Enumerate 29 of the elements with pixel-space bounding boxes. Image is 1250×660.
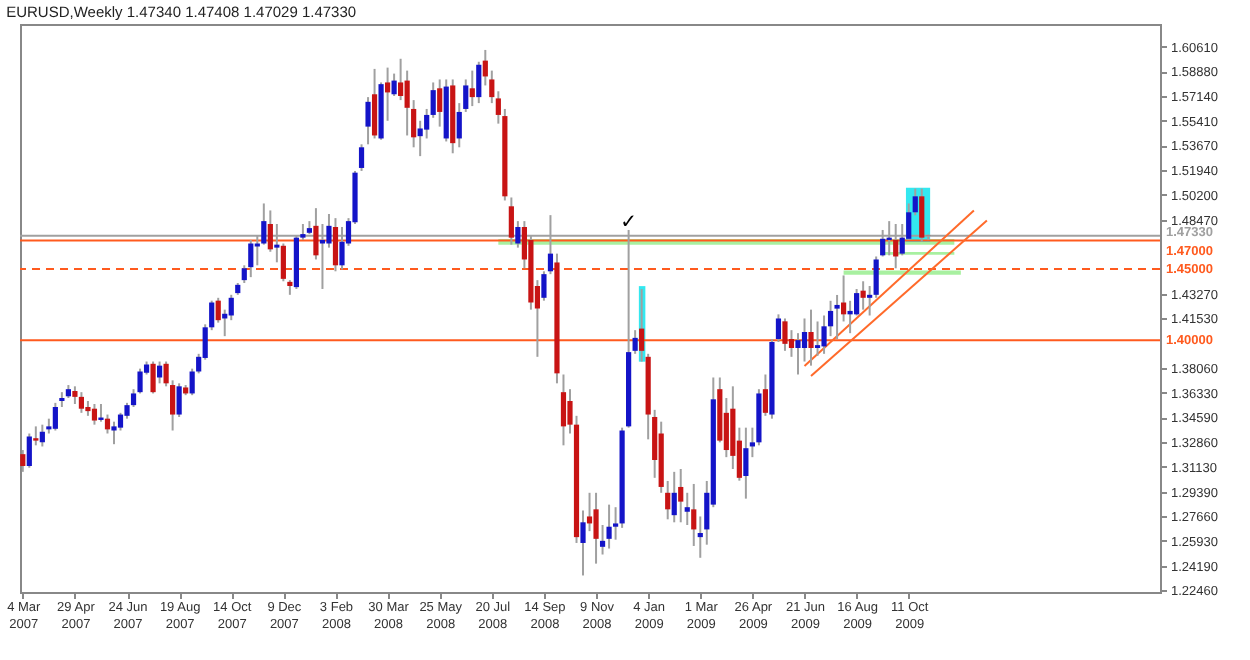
candlestick	[111, 420, 117, 446]
candlestick	[20, 449, 26, 473]
annotation: ✓	[620, 211, 638, 234]
candlestick	[365, 96, 371, 146]
candlestick	[860, 280, 866, 311]
candlestick	[150, 360, 156, 395]
candlestick	[398, 57, 404, 102]
candlestick	[808, 308, 814, 367]
candlestick	[358, 143, 365, 172]
candlestick	[437, 78, 443, 128]
candlestick	[560, 373, 567, 447]
candlestick	[834, 293, 840, 341]
candlestick	[782, 317, 788, 352]
candlestick	[52, 401, 58, 432]
candlestick	[795, 332, 801, 376]
candlestick	[91, 403, 98, 426]
candlestick	[176, 382, 182, 418]
candlestick	[678, 467, 684, 524]
candlestick	[593, 491, 599, 565]
candlestick	[775, 313, 782, 343]
candlestick	[78, 391, 85, 414]
candlestick	[743, 426, 749, 500]
candlestick	[26, 432, 32, 469]
candlestick	[671, 470, 677, 524]
candlestick	[371, 67, 378, 140]
candlestick	[814, 320, 821, 357]
candlestick	[469, 69, 475, 108]
candlestick	[606, 503, 612, 550]
candlestick	[33, 425, 39, 447]
